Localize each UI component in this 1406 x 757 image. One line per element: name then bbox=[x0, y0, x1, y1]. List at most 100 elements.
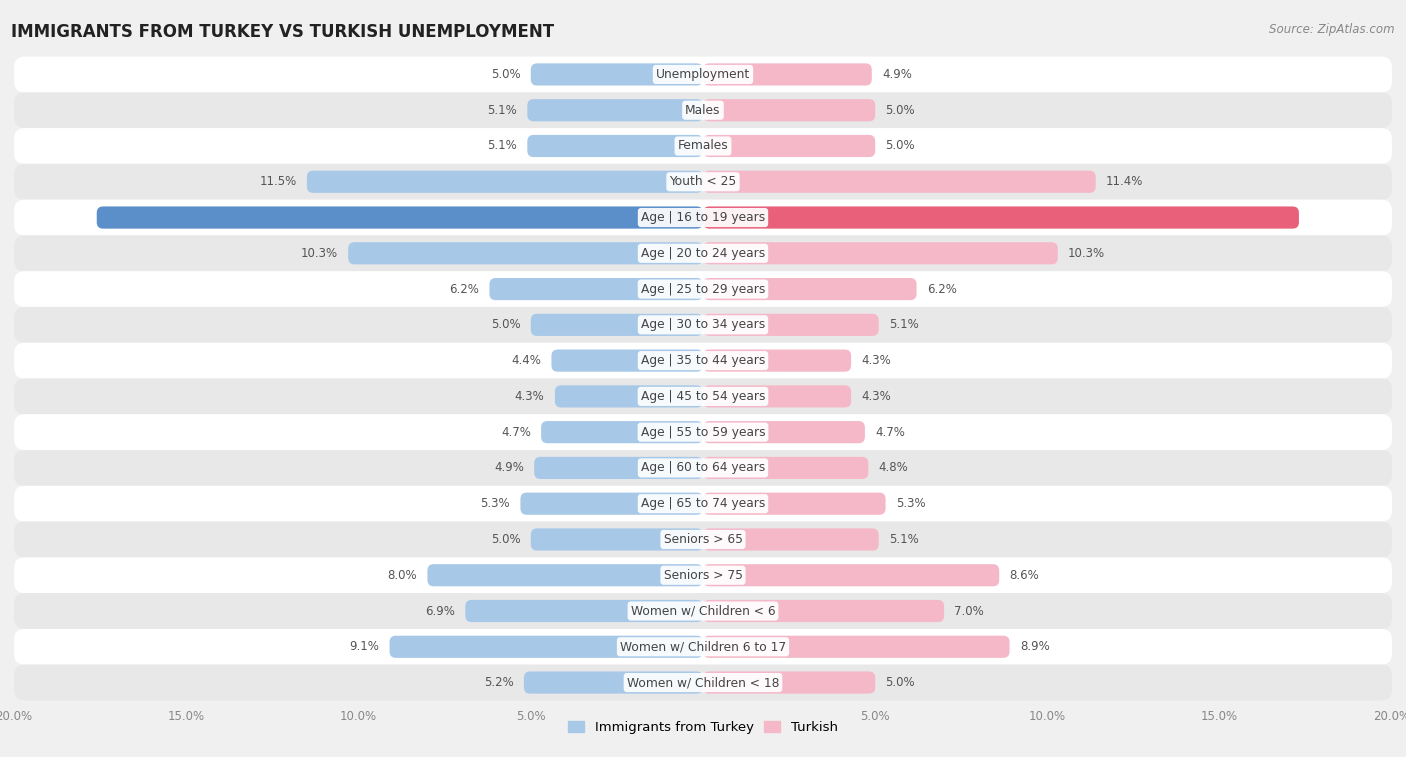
FancyBboxPatch shape bbox=[14, 307, 1392, 343]
Text: Age | 55 to 59 years: Age | 55 to 59 years bbox=[641, 425, 765, 438]
FancyBboxPatch shape bbox=[551, 350, 703, 372]
Text: 5.1%: 5.1% bbox=[488, 104, 517, 117]
Text: IMMIGRANTS FROM TURKEY VS TURKISH UNEMPLOYMENT: IMMIGRANTS FROM TURKEY VS TURKISH UNEMPL… bbox=[11, 23, 554, 41]
FancyBboxPatch shape bbox=[14, 414, 1392, 450]
FancyBboxPatch shape bbox=[427, 564, 703, 587]
FancyBboxPatch shape bbox=[14, 522, 1392, 557]
Text: 4.3%: 4.3% bbox=[515, 390, 544, 403]
FancyBboxPatch shape bbox=[703, 456, 869, 479]
FancyBboxPatch shape bbox=[703, 350, 851, 372]
FancyBboxPatch shape bbox=[307, 170, 703, 193]
FancyBboxPatch shape bbox=[703, 99, 875, 121]
Text: Youth < 25: Youth < 25 bbox=[669, 176, 737, 188]
Text: Males: Males bbox=[685, 104, 721, 117]
FancyBboxPatch shape bbox=[14, 486, 1392, 522]
FancyBboxPatch shape bbox=[14, 593, 1392, 629]
FancyBboxPatch shape bbox=[531, 64, 703, 86]
FancyBboxPatch shape bbox=[703, 385, 851, 407]
FancyBboxPatch shape bbox=[14, 92, 1392, 128]
Text: Unemployment: Unemployment bbox=[655, 68, 751, 81]
FancyBboxPatch shape bbox=[531, 528, 703, 550]
Text: 4.9%: 4.9% bbox=[882, 68, 912, 81]
FancyBboxPatch shape bbox=[14, 629, 1392, 665]
FancyBboxPatch shape bbox=[14, 271, 1392, 307]
Text: 6.2%: 6.2% bbox=[927, 282, 956, 295]
Text: 5.3%: 5.3% bbox=[481, 497, 510, 510]
FancyBboxPatch shape bbox=[14, 665, 1392, 700]
FancyBboxPatch shape bbox=[555, 385, 703, 407]
Text: 4.7%: 4.7% bbox=[875, 425, 905, 438]
Text: Women w/ Children < 6: Women w/ Children < 6 bbox=[631, 605, 775, 618]
Text: Seniors > 65: Seniors > 65 bbox=[664, 533, 742, 546]
Text: 5.0%: 5.0% bbox=[491, 533, 520, 546]
FancyBboxPatch shape bbox=[14, 164, 1392, 200]
FancyBboxPatch shape bbox=[703, 528, 879, 550]
FancyBboxPatch shape bbox=[524, 671, 703, 693]
FancyBboxPatch shape bbox=[349, 242, 703, 264]
FancyBboxPatch shape bbox=[389, 636, 703, 658]
FancyBboxPatch shape bbox=[703, 207, 1299, 229]
Text: 5.0%: 5.0% bbox=[491, 68, 520, 81]
Text: 11.4%: 11.4% bbox=[1107, 176, 1143, 188]
FancyBboxPatch shape bbox=[14, 128, 1392, 164]
Text: 9.1%: 9.1% bbox=[349, 640, 380, 653]
Text: 8.0%: 8.0% bbox=[388, 569, 418, 581]
FancyBboxPatch shape bbox=[541, 421, 703, 444]
FancyBboxPatch shape bbox=[703, 64, 872, 86]
Text: 5.1%: 5.1% bbox=[488, 139, 517, 152]
Text: 6.9%: 6.9% bbox=[425, 605, 456, 618]
Text: 4.8%: 4.8% bbox=[879, 462, 908, 475]
Text: 5.2%: 5.2% bbox=[484, 676, 513, 689]
FancyBboxPatch shape bbox=[703, 600, 945, 622]
FancyBboxPatch shape bbox=[703, 135, 875, 157]
Text: 5.0%: 5.0% bbox=[886, 139, 915, 152]
Text: 4.3%: 4.3% bbox=[862, 390, 891, 403]
FancyBboxPatch shape bbox=[14, 343, 1392, 378]
Text: Age | 20 to 24 years: Age | 20 to 24 years bbox=[641, 247, 765, 260]
FancyBboxPatch shape bbox=[14, 378, 1392, 414]
FancyBboxPatch shape bbox=[703, 421, 865, 444]
FancyBboxPatch shape bbox=[489, 278, 703, 301]
Text: Age | 25 to 29 years: Age | 25 to 29 years bbox=[641, 282, 765, 295]
Text: 11.5%: 11.5% bbox=[259, 176, 297, 188]
Text: 4.7%: 4.7% bbox=[501, 425, 531, 438]
FancyBboxPatch shape bbox=[520, 493, 703, 515]
Text: Age | 60 to 64 years: Age | 60 to 64 years bbox=[641, 462, 765, 475]
Text: Age | 30 to 34 years: Age | 30 to 34 years bbox=[641, 319, 765, 332]
FancyBboxPatch shape bbox=[14, 557, 1392, 593]
FancyBboxPatch shape bbox=[14, 57, 1392, 92]
FancyBboxPatch shape bbox=[14, 235, 1392, 271]
Text: Women w/ Children < 18: Women w/ Children < 18 bbox=[627, 676, 779, 689]
Text: 5.0%: 5.0% bbox=[491, 319, 520, 332]
Text: Age | 65 to 74 years: Age | 65 to 74 years bbox=[641, 497, 765, 510]
FancyBboxPatch shape bbox=[703, 313, 879, 336]
Text: 5.0%: 5.0% bbox=[886, 676, 915, 689]
FancyBboxPatch shape bbox=[703, 671, 875, 693]
FancyBboxPatch shape bbox=[703, 242, 1057, 264]
Text: 10.3%: 10.3% bbox=[301, 247, 337, 260]
Text: 8.6%: 8.6% bbox=[1010, 569, 1039, 581]
Text: Seniors > 75: Seniors > 75 bbox=[664, 569, 742, 581]
Text: 4.3%: 4.3% bbox=[862, 354, 891, 367]
Text: 6.2%: 6.2% bbox=[450, 282, 479, 295]
FancyBboxPatch shape bbox=[534, 456, 703, 479]
FancyBboxPatch shape bbox=[14, 200, 1392, 235]
FancyBboxPatch shape bbox=[14, 450, 1392, 486]
FancyBboxPatch shape bbox=[527, 99, 703, 121]
Text: Age | 35 to 44 years: Age | 35 to 44 years bbox=[641, 354, 765, 367]
Text: 8.9%: 8.9% bbox=[1019, 640, 1050, 653]
Text: 5.1%: 5.1% bbox=[889, 533, 918, 546]
Text: Age | 45 to 54 years: Age | 45 to 54 years bbox=[641, 390, 765, 403]
FancyBboxPatch shape bbox=[703, 636, 1010, 658]
Text: 5.0%: 5.0% bbox=[886, 104, 915, 117]
Text: 4.9%: 4.9% bbox=[494, 462, 524, 475]
Text: Source: ZipAtlas.com: Source: ZipAtlas.com bbox=[1270, 23, 1395, 36]
FancyBboxPatch shape bbox=[465, 600, 703, 622]
Text: 10.3%: 10.3% bbox=[1069, 247, 1105, 260]
FancyBboxPatch shape bbox=[531, 313, 703, 336]
Text: Age | 16 to 19 years: Age | 16 to 19 years bbox=[641, 211, 765, 224]
Text: 5.1%: 5.1% bbox=[889, 319, 918, 332]
FancyBboxPatch shape bbox=[703, 564, 1000, 587]
Text: Women w/ Children 6 to 17: Women w/ Children 6 to 17 bbox=[620, 640, 786, 653]
FancyBboxPatch shape bbox=[527, 135, 703, 157]
